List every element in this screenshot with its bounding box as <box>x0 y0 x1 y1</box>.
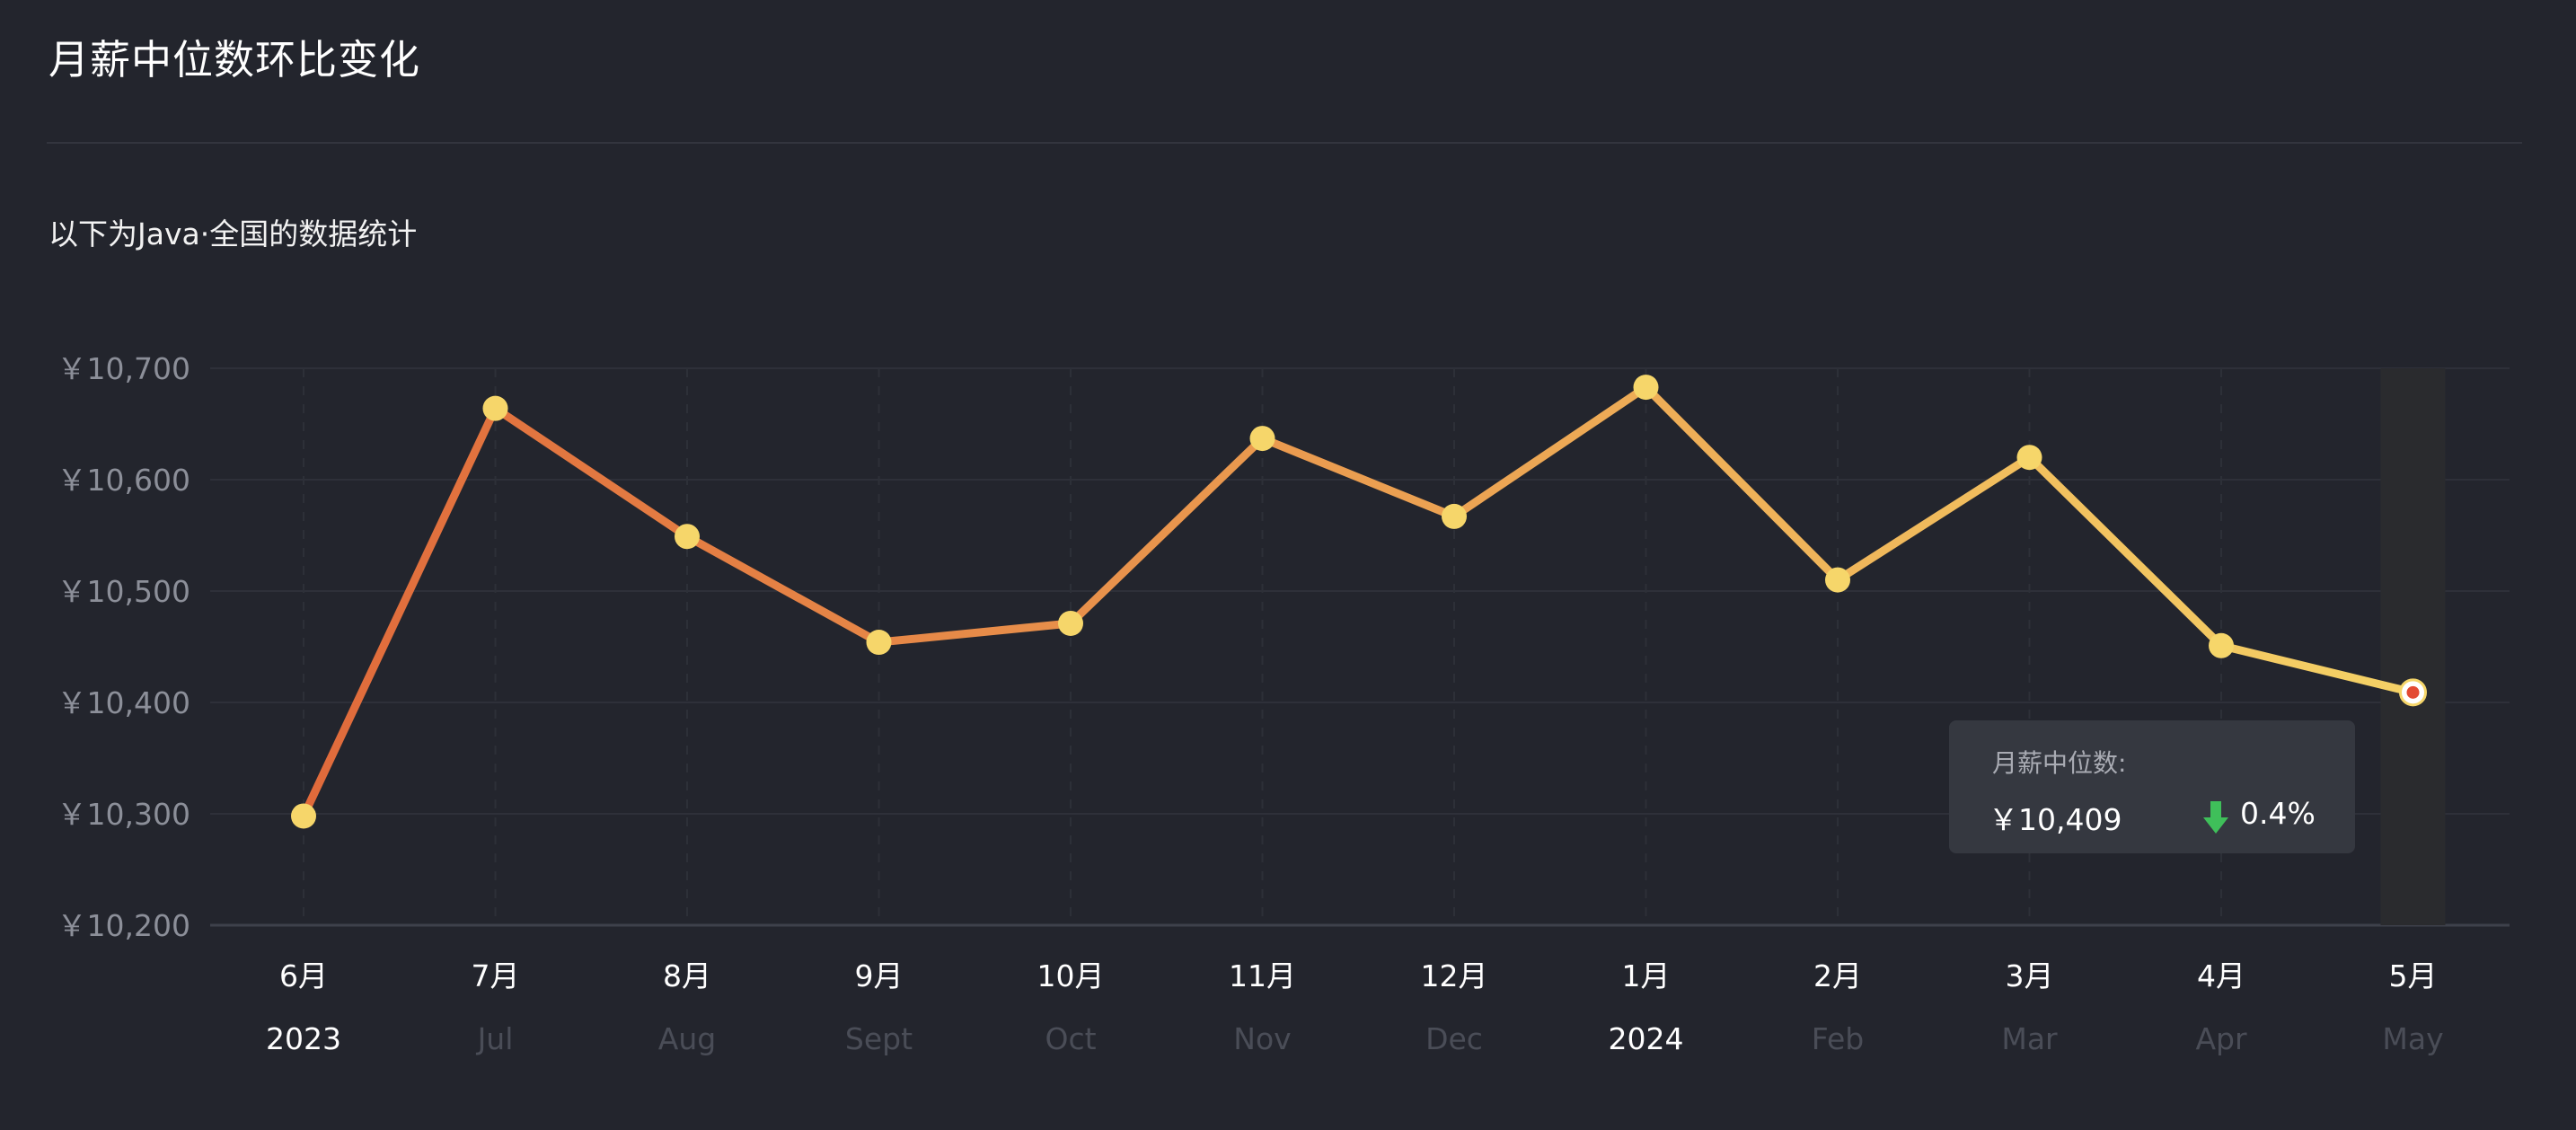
y-tick-label: ￥10,400 <box>57 685 190 720</box>
tooltip-value: ￥10,409 <box>1989 802 2122 837</box>
x-month-label: Sept <box>845 1021 913 1056</box>
data-point[interactable] <box>291 803 316 829</box>
data-point-highlight-center <box>2406 685 2420 699</box>
x-tick-label: 7月 <box>472 958 520 993</box>
title-divider <box>47 142 2522 144</box>
data-point[interactable] <box>866 630 892 656</box>
tooltip-change: 0.4% <box>2240 796 2316 831</box>
x-month-label: Mar <box>2001 1021 2058 1056</box>
x-tick-label: 3月 <box>2006 958 2054 993</box>
x-tick-label: 8月 <box>663 958 711 993</box>
x-month-label: Jul <box>476 1021 514 1056</box>
x-tick-label: 4月 <box>2197 958 2245 993</box>
x-tick-label: 6月 <box>279 958 328 993</box>
x-year-label: 2023 <box>266 1021 341 1056</box>
y-tick-label: ￥10,500 <box>57 574 190 609</box>
data-point[interactable] <box>1058 610 1083 636</box>
data-point[interactable] <box>1825 567 1850 593</box>
data-tooltip: 月薪中位数: ￥10,409 0.4% <box>1949 720 2355 853</box>
y-axis-labels: ￥10,700 ￥10,600 ￥10,500 ￥10,400 ￥10,300 ￥10,2… <box>57 351 190 943</box>
x-axis-labels: 6月 2023 7月 Jul 8月 Aug 9月 Sept 10月 Oct 11月 Nov 12月 Dec… <box>266 958 2444 1056</box>
tooltip-title: 月薪中位数: <box>1992 748 2127 778</box>
hover-band <box>2380 368 2446 925</box>
data-points[interactable] <box>291 375 2427 829</box>
data-point[interactable] <box>1633 375 1659 401</box>
x-month-label: Dec <box>1425 1021 1483 1056</box>
x-month-label: May <box>2382 1021 2443 1056</box>
x-month-label: Oct <box>1045 1021 1096 1056</box>
x-year-label: 2024 <box>1609 1021 1684 1056</box>
data-point[interactable] <box>1442 503 1467 529</box>
x-tick-label: 2月 <box>1813 958 1862 993</box>
x-tick-label: 5月 <box>2389 958 2438 993</box>
x-month-label: Nov <box>1233 1021 1291 1056</box>
data-point[interactable] <box>1249 426 1275 452</box>
data-point[interactable] <box>2016 445 2042 471</box>
x-tick-label: 10月 <box>1037 958 1105 993</box>
x-tick-label: 1月 <box>1622 958 1671 993</box>
x-month-label: Apr <box>2195 1021 2247 1056</box>
y-tick-label: ￥10,600 <box>57 463 190 498</box>
y-tick-label: ￥10,700 <box>57 351 190 386</box>
y-tick-label: ￥10,200 <box>57 908 190 943</box>
data-point[interactable] <box>675 524 700 550</box>
x-tick-label: 11月 <box>1229 958 1296 993</box>
series-line <box>299 383 2417 820</box>
page-title: 月薪中位数环比变化 <box>49 36 421 84</box>
x-tick-label: 12月 <box>1421 958 1488 993</box>
down-arrow-icon <box>2203 801 2228 834</box>
x-month-label: Feb <box>1812 1021 1864 1056</box>
y-tick-label: ￥10,300 <box>57 797 190 832</box>
x-tick-label: 9月 <box>855 958 904 993</box>
data-point[interactable] <box>2209 632 2234 658</box>
data-point[interactable] <box>482 395 508 421</box>
x-month-label: Aug <box>658 1021 716 1056</box>
chart-subtitle: 以下为Java·全国的数据统计 <box>49 216 418 252</box>
